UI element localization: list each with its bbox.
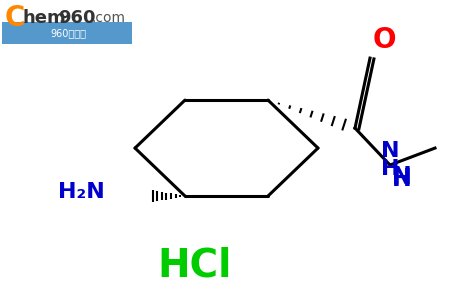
FancyBboxPatch shape bbox=[2, 2, 132, 44]
Text: H: H bbox=[381, 159, 399, 179]
Text: H₂N: H₂N bbox=[58, 182, 105, 202]
Text: O: O bbox=[373, 26, 396, 54]
Text: HCl: HCl bbox=[158, 246, 232, 284]
Text: 960: 960 bbox=[58, 9, 95, 27]
Text: C: C bbox=[5, 4, 26, 32]
Text: H: H bbox=[392, 167, 412, 191]
Text: N: N bbox=[381, 141, 399, 161]
Text: .com: .com bbox=[92, 11, 126, 25]
Text: 960化工网: 960化工网 bbox=[50, 28, 86, 38]
FancyBboxPatch shape bbox=[2, 22, 132, 44]
Text: hem: hem bbox=[22, 9, 66, 27]
Text: N: N bbox=[392, 165, 412, 189]
